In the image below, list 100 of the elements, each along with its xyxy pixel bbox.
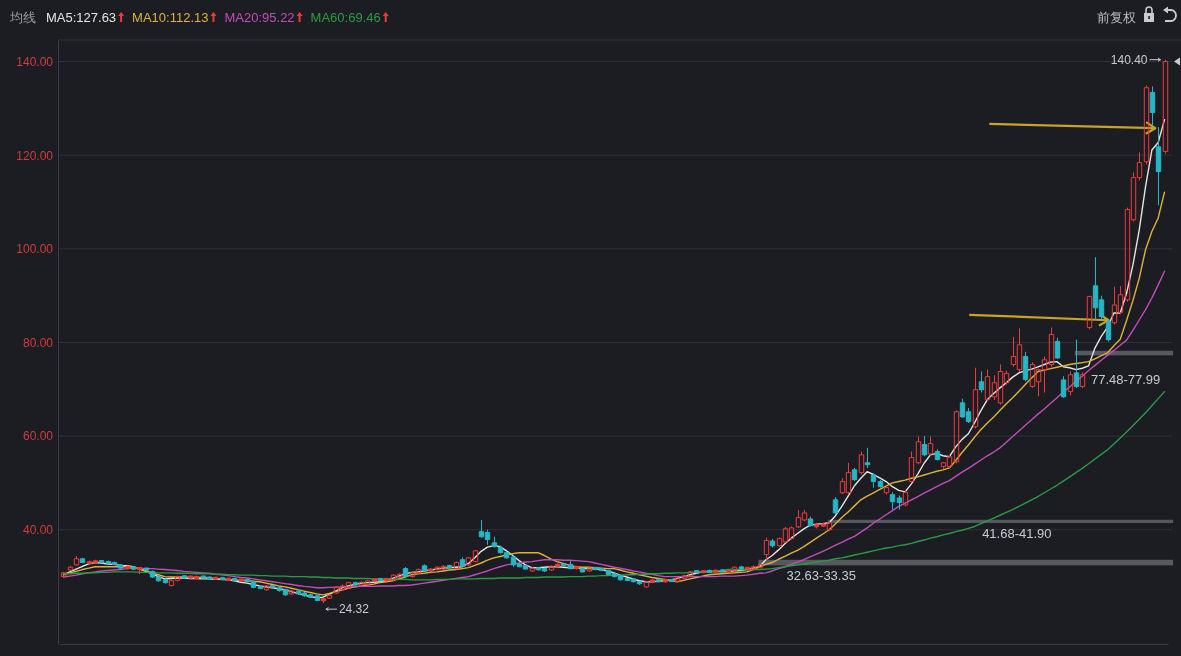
candlestick bbox=[908, 451, 915, 484]
y-tick-label: 100.00 bbox=[16, 242, 54, 257]
candlestick bbox=[573, 565, 580, 571]
candlestick bbox=[79, 557, 86, 564]
candlestick bbox=[402, 566, 409, 579]
candlestick bbox=[124, 565, 131, 571]
text: MA60:69.46 bbox=[310, 10, 381, 25]
candlestick bbox=[769, 538, 776, 549]
candlestick bbox=[1086, 295, 1093, 330]
candlestick bbox=[674, 576, 681, 583]
candlestick bbox=[238, 578, 245, 583]
legend-title: 均线 bbox=[9, 10, 36, 25]
candlestick bbox=[832, 496, 839, 515]
candlestick bbox=[427, 567, 434, 573]
annotation: 140.40 bbox=[1110, 52, 1148, 67]
candlestick bbox=[560, 562, 567, 568]
candlestick bbox=[719, 568, 726, 573]
candlestick bbox=[1022, 351, 1029, 382]
candlestick bbox=[352, 581, 359, 587]
candlestick bbox=[130, 565, 137, 571]
candlestick bbox=[67, 565, 74, 572]
y-tick-label: 120.00 bbox=[16, 148, 54, 163]
candlestick bbox=[1073, 339, 1080, 389]
candlestick bbox=[757, 562, 764, 569]
candlestick bbox=[1162, 59, 1169, 155]
candlestick bbox=[567, 560, 574, 570]
candlestick bbox=[225, 577, 232, 582]
candlestick bbox=[383, 577, 390, 583]
candlestick bbox=[446, 564, 453, 569]
candlestick bbox=[712, 569, 719, 574]
candlestick bbox=[921, 435, 928, 457]
band-label: 77.48-77.99 bbox=[1090, 372, 1161, 388]
candlestick bbox=[896, 495, 903, 511]
candlestick bbox=[269, 584, 276, 589]
candlestick bbox=[700, 569, 707, 574]
candlestick bbox=[693, 569, 700, 574]
line-series bbox=[62, 191, 1166, 596]
text: MA10:112.13 bbox=[132, 10, 209, 25]
candlestick bbox=[212, 576, 219, 581]
candlestick bbox=[972, 367, 979, 430]
candlestick bbox=[978, 371, 985, 394]
candlestick bbox=[889, 491, 896, 511]
text: 前复权 bbox=[1097, 10, 1136, 25]
candlestick bbox=[453, 561, 460, 571]
candlestick bbox=[706, 569, 713, 574]
candlestick bbox=[288, 589, 295, 596]
candlestick bbox=[586, 566, 593, 573]
candlestick bbox=[813, 522, 820, 529]
candlestick bbox=[858, 451, 865, 476]
line-series bbox=[62, 390, 1166, 581]
candlestick bbox=[851, 467, 858, 482]
candlestick bbox=[655, 578, 662, 583]
candlestick bbox=[870, 473, 877, 489]
candlestick bbox=[1155, 126, 1162, 206]
y-tick-label: 40.00 bbox=[22, 523, 54, 538]
candlestick bbox=[371, 577, 378, 583]
candlestick bbox=[984, 369, 991, 402]
candlestick bbox=[668, 578, 675, 583]
candlestick bbox=[1079, 371, 1086, 389]
candlestick bbox=[1048, 326, 1055, 368]
candlestick bbox=[143, 567, 150, 572]
candlestick bbox=[1054, 337, 1061, 360]
y-tick-label: 140.00 bbox=[16, 54, 54, 69]
candlestick bbox=[377, 577, 384, 582]
candlestick bbox=[257, 585, 264, 590]
candlestick bbox=[231, 577, 238, 582]
candlestick bbox=[1060, 375, 1067, 399]
candlestick bbox=[1149, 85, 1156, 127]
candlestick bbox=[60, 571, 67, 579]
y-tick-label: 60.00 bbox=[22, 429, 54, 444]
candlestick bbox=[181, 574, 188, 579]
annotation: 24.32 bbox=[338, 602, 370, 617]
candlestick bbox=[98, 559, 105, 564]
candlestick bbox=[902, 489, 909, 507]
candlestick bbox=[491, 536, 498, 549]
candlestick bbox=[263, 584, 270, 592]
candlestick bbox=[738, 565, 745, 571]
candlestick bbox=[162, 578, 169, 585]
candlestick bbox=[136, 566, 143, 575]
line-series bbox=[62, 270, 1166, 589]
candlestick bbox=[877, 479, 884, 489]
candlestick bbox=[662, 578, 669, 584]
candlestick bbox=[953, 409, 960, 464]
candlestick bbox=[915, 436, 922, 465]
candlestick bbox=[1143, 84, 1150, 166]
candlestick bbox=[807, 516, 814, 527]
candlestick bbox=[73, 555, 80, 567]
candlestick bbox=[529, 566, 536, 573]
candlestick bbox=[934, 448, 941, 461]
band-label: 32.63-33.35 bbox=[786, 568, 856, 584]
band-label: 41.68-41.90 bbox=[982, 525, 1052, 541]
candlestick bbox=[459, 556, 466, 568]
candlestick bbox=[927, 436, 934, 457]
candlestick bbox=[465, 556, 472, 567]
candlestick bbox=[864, 447, 871, 469]
candlestick bbox=[883, 485, 890, 496]
candlestick bbox=[579, 567, 586, 573]
candlestick bbox=[421, 563, 428, 573]
candlestick bbox=[763, 537, 770, 561]
candlestick bbox=[1067, 371, 1074, 396]
